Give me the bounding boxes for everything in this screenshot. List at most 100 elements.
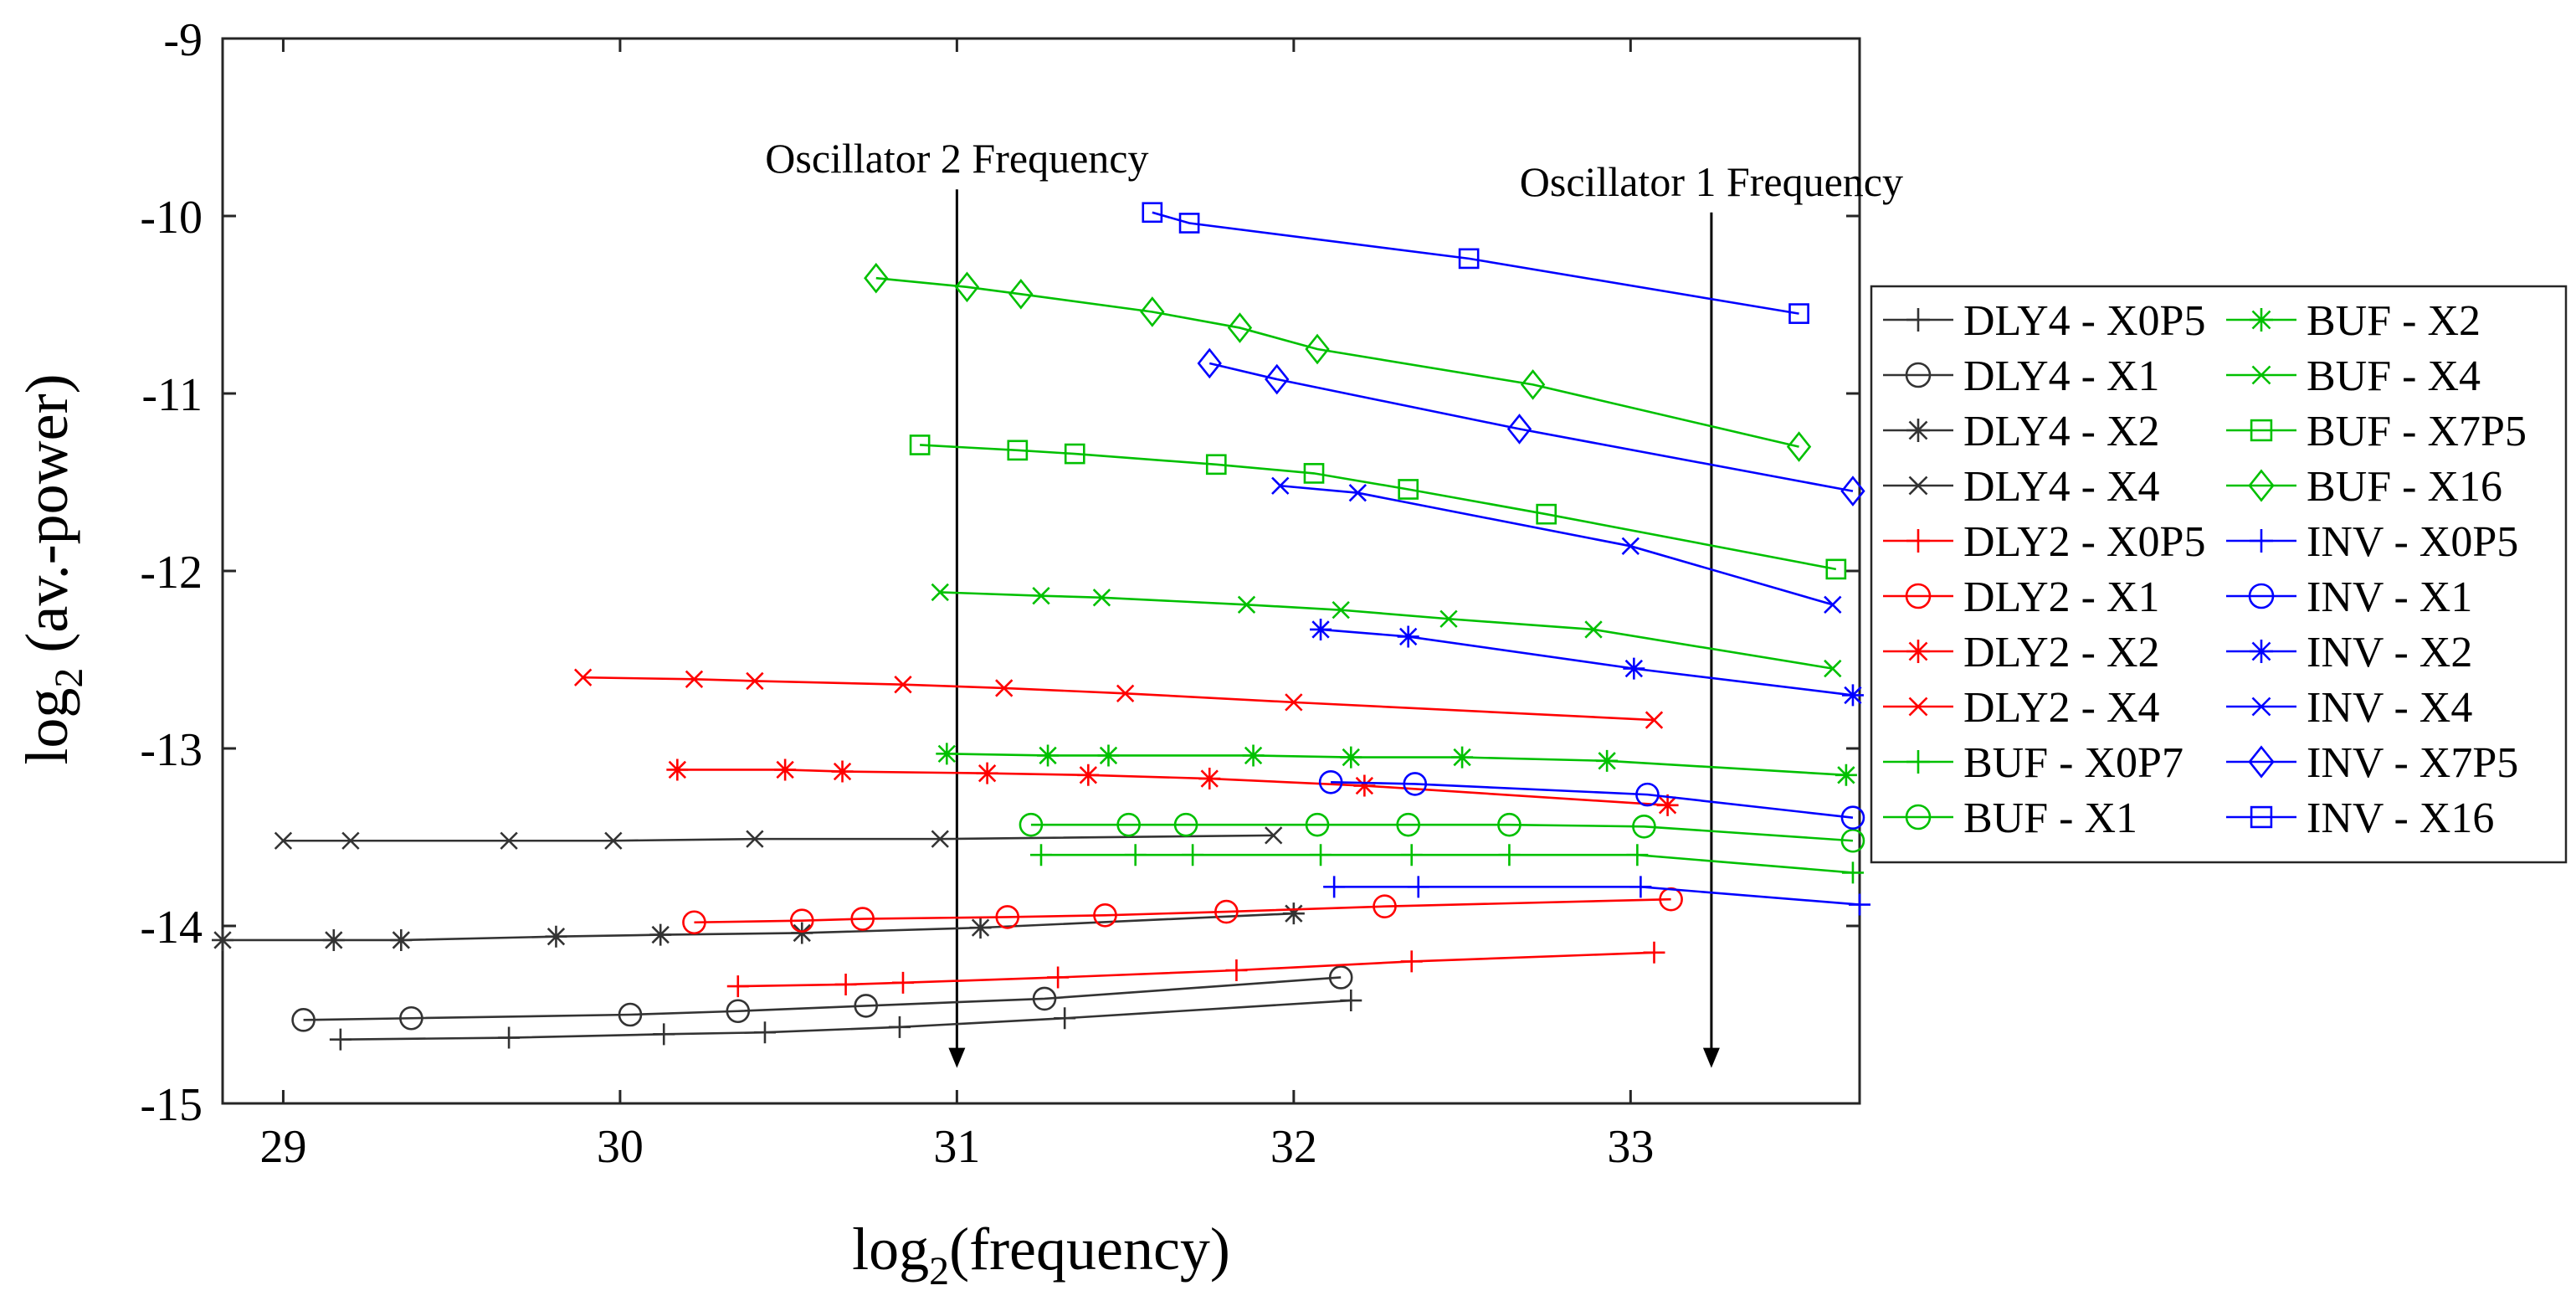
series-15 [1318,769,1865,830]
data-point [1623,657,1645,680]
data-point [1032,587,1050,605]
legend-label: DLY2 - X0P5 [1963,518,2205,566]
series-line [223,912,1294,942]
data-point [1285,693,1303,712]
data-point [1656,794,1679,816]
data-point [1047,966,1070,989]
legend-marker [1906,640,1930,663]
series-17 [1271,476,1842,614]
data-point [1310,618,1332,640]
legend-entry: INV - X2 [2226,629,2472,676]
data-point [891,971,914,994]
data-point [682,910,706,935]
data-point [1584,620,1603,639]
series-line [1030,823,1854,842]
legend-entry: INV - X1 [2226,573,2472,621]
data-point [390,928,413,951]
data-point [1498,844,1521,866]
data-point [545,925,567,948]
data-point [931,583,949,602]
data-point [649,923,672,946]
legend-box [1870,285,2568,864]
y-tick-label: -11 [141,369,203,421]
data-point [1305,333,1330,365]
x-tick-label: 30 [597,1121,644,1173]
data-point [995,905,1020,929]
legend-entry: INV - X7P5 [2226,739,2518,787]
legend-label: BUF - X1 [1963,794,2137,842]
data-point [1626,844,1649,866]
data-point [1632,814,1656,839]
y-tick-label: -12 [140,547,203,599]
legend-marker [1905,583,1932,609]
data-point [1403,772,1428,796]
series-13 [864,262,1812,462]
legend-entry: DLY2 - X4 [1883,684,2160,732]
series-line [1208,362,1854,492]
legend-entry: DLY4 - X4 [1883,463,2160,511]
data-point [1214,899,1239,924]
legend-entry: DLY2 - X0P5 [1883,518,2205,566]
data-point [1271,476,1290,495]
series-line [1152,211,1799,315]
data-point [1786,431,1812,462]
data-point [1340,990,1362,1012]
data-point [1242,744,1265,767]
data-point [909,434,931,455]
data-point [1092,589,1111,607]
data-point [1198,768,1221,790]
data-point [1077,764,1100,786]
series-1 [291,965,1353,1032]
legend-marker [1906,529,1930,553]
legend-label: DLY2 - X2 [1963,629,2160,676]
legend-label: INV - X2 [2307,629,2472,676]
annotation-arrow-head [1702,1047,1720,1068]
data-point [753,1021,776,1044]
legend-entry: DLY2 - X2 [1883,629,2160,676]
legend-marker [2250,419,2273,442]
series-7 [573,668,1664,729]
data-point [1340,746,1362,769]
legend-label: DLY2 - X4 [1963,684,2160,732]
legend-marker [2250,529,2273,553]
data-point [498,1026,521,1049]
data-point [1398,479,1419,500]
legend-entry: DLY4 - X0P5 [1883,297,2205,345]
data-point [894,676,912,694]
series-10 [936,743,1857,786]
data-point [726,999,751,1024]
series-line [1320,628,1854,697]
data-point [1397,625,1419,648]
data-point [1116,812,1141,837]
data-point [1643,941,1665,964]
annotations: Oscillator 2 Frequency Oscillator 1 Frequ… [765,135,1903,1068]
data-point [291,1008,316,1032]
y-tick-label: -9 [163,14,203,66]
legend-entry: DLY4 - X2 [1883,408,2160,455]
data-point [831,760,854,783]
series-3 [274,826,1283,850]
legend-marker [2248,745,2275,779]
legend-entry: BUF - X0P7 [1883,739,2183,787]
legend-entry: DLY4 - X1 [1883,352,2160,400]
legend-entry: INV - X0P5 [2226,518,2518,566]
data-point [1400,950,1423,973]
series-16 [1310,618,1864,707]
data-point [653,1023,675,1046]
data-point [791,922,813,944]
data-point [1305,812,1330,837]
data-point [1788,303,1809,324]
data-point [1054,1007,1076,1030]
series-12 [909,434,1847,580]
annotation-label: Oscillator 1 Frequency [1520,158,1903,205]
legend-label: BUF - X2 [2307,297,2481,345]
data-point [1124,844,1147,866]
x-tick-label: 29 [259,1121,306,1173]
data-point [834,973,857,995]
axis-ticks: 29 30 31 32 33 -9 -10 -11 -12 -13 -14 -15 [140,14,1860,1173]
data-point [1173,812,1198,837]
series-0 [329,990,1362,1051]
legend-marker [1905,362,1932,388]
x-tick-label: 32 [1270,1121,1317,1173]
